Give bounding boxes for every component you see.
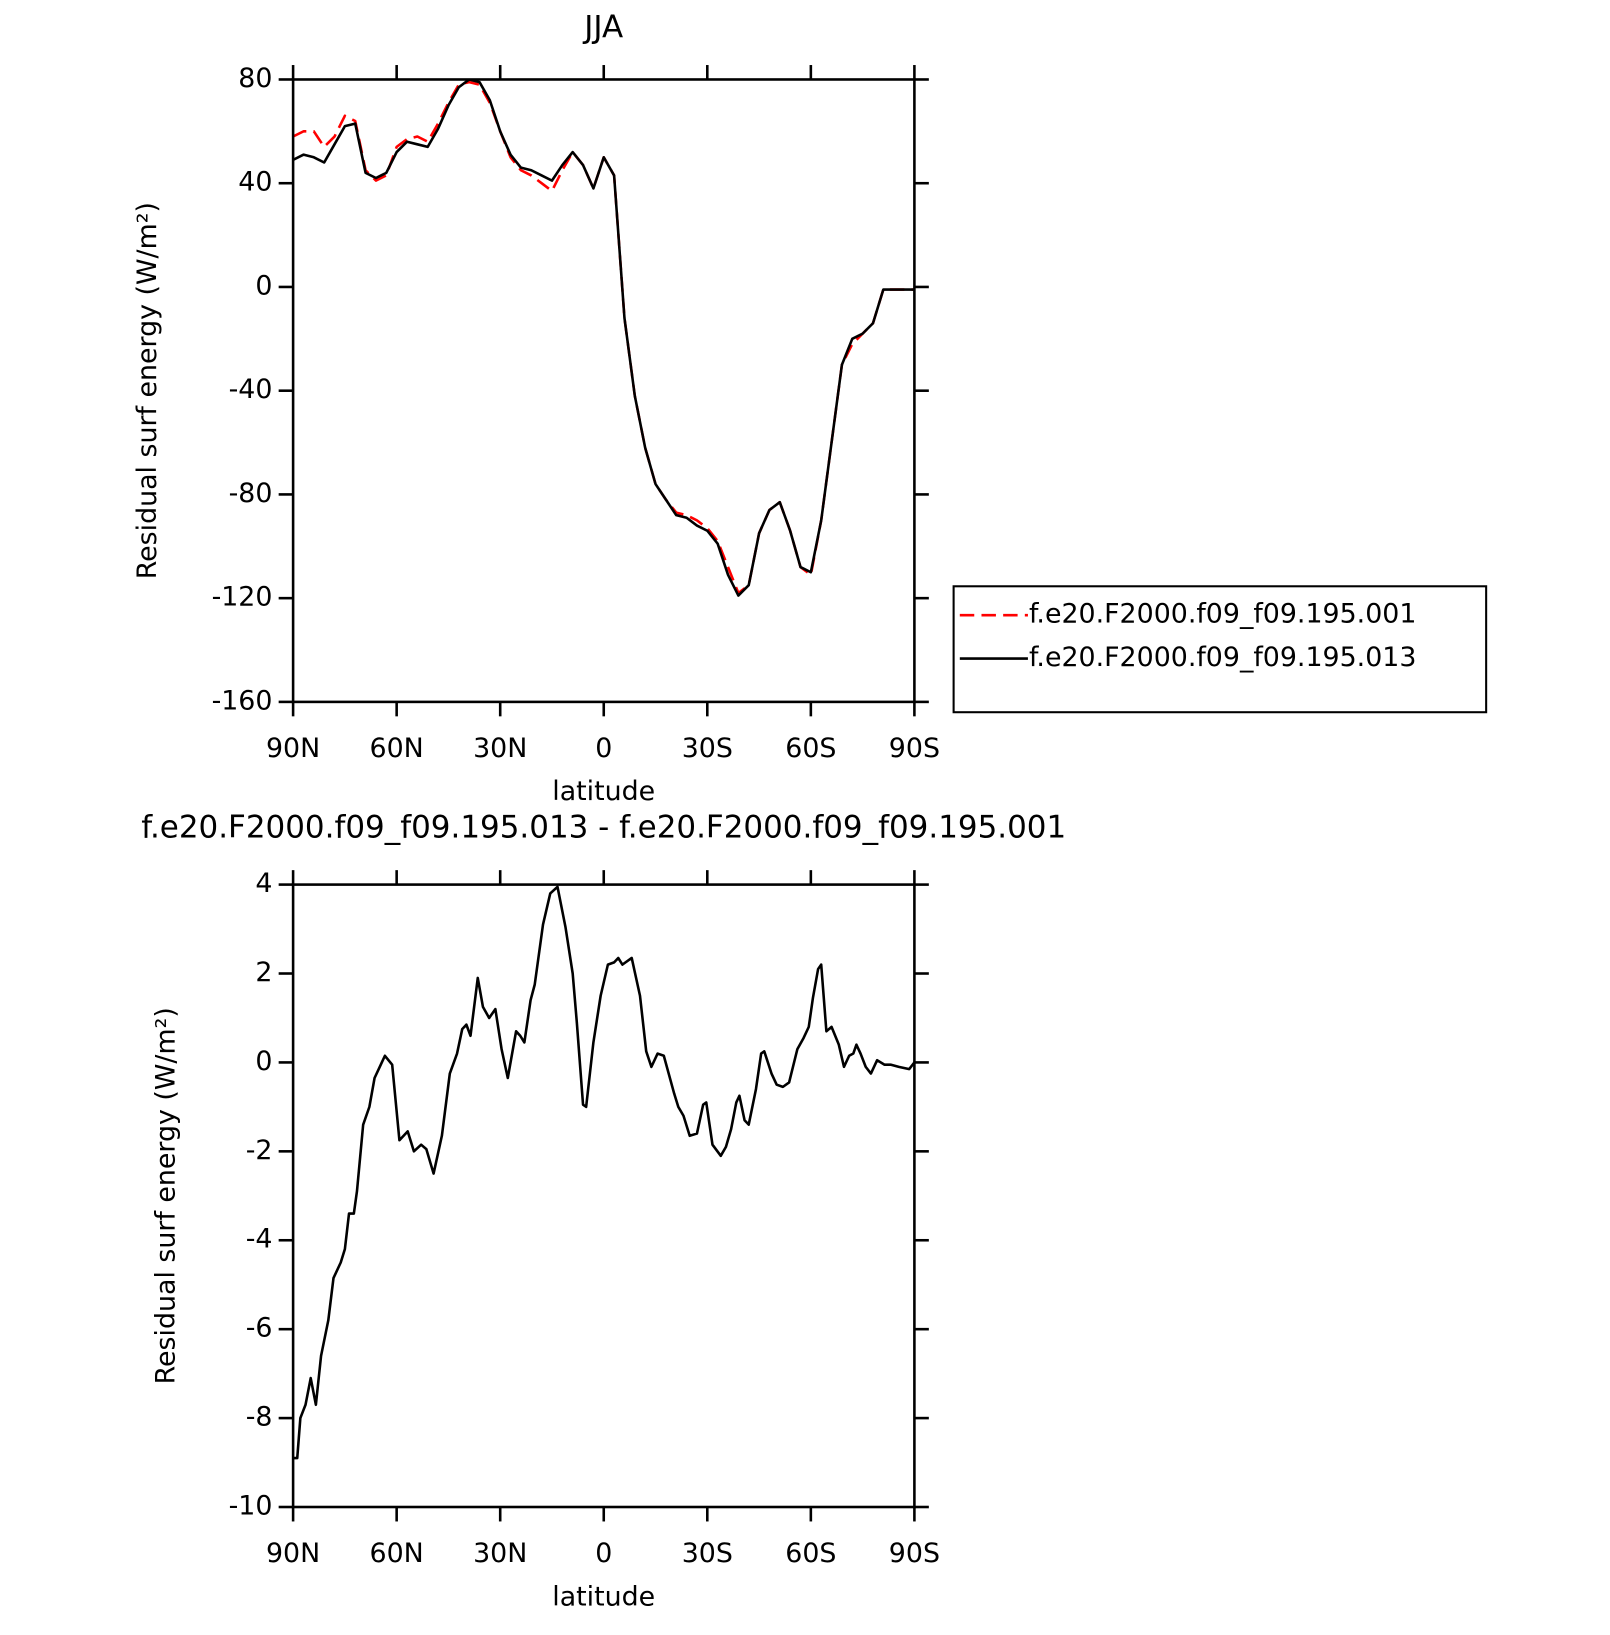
- y-tick-label: -8: [246, 1402, 273, 1433]
- x-tick-label: 30N: [473, 1538, 527, 1569]
- y-tick-label: 4: [255, 868, 272, 899]
- y-tick-label: 0: [255, 270, 272, 301]
- y-tick-label: -120: [212, 582, 273, 613]
- series-line: [293, 79, 915, 597]
- y-tick-label: -4: [246, 1224, 273, 1255]
- series-line: [293, 885, 915, 1460]
- x-tick-label: 90S: [889, 733, 940, 764]
- y-tick-label: 40: [238, 167, 272, 198]
- x-tick-label: 60N: [370, 1538, 424, 1569]
- y-tick-label: -160: [212, 685, 273, 716]
- x-tick-label: 0: [595, 1538, 612, 1569]
- x-tick-label: 60N: [370, 733, 424, 764]
- plot-frame: [291, 78, 916, 704]
- x-tick-label: 90S: [889, 1538, 940, 1569]
- x-tick-label: 30N: [473, 733, 527, 764]
- legend-box: [952, 585, 1488, 714]
- y-tick-label: -6: [246, 1313, 273, 1344]
- y-axis-label: Residual surf energy (W/m²): [132, 202, 163, 579]
- plot-frame: [291, 883, 916, 1509]
- x-axis-label: latitude: [552, 776, 655, 807]
- x-tick-label: 30S: [682, 1538, 733, 1569]
- y-tick-label: 80: [238, 63, 272, 94]
- y-tick-label: 2: [255, 957, 272, 988]
- x-tick-label: 90N: [266, 1538, 320, 1569]
- x-tick-label: 60S: [785, 1538, 836, 1569]
- x-tick-label: 60S: [785, 733, 836, 764]
- y-tick-label: -80: [229, 478, 273, 509]
- y-tick-label: 0: [255, 1046, 272, 1077]
- chart-title: f.e20.F2000.f09_f09.195.013 - f.e20.F200…: [141, 809, 1066, 845]
- y-tick-label: -40: [229, 374, 273, 405]
- x-tick-label: 30S: [682, 733, 733, 764]
- x-tick-label: 90N: [266, 733, 320, 764]
- legend-label: f.e20.F2000.f09_f09.195.013: [1029, 642, 1416, 673]
- y-axis-label: Residual surf energy (W/m²): [151, 1007, 182, 1384]
- chart-title: JJA: [582, 9, 623, 45]
- y-tick-label: -10: [229, 1491, 273, 1522]
- legend-label: f.e20.F2000.f09_f09.195.001: [1029, 599, 1416, 630]
- y-tick-label: -2: [246, 1135, 273, 1166]
- x-tick-label: 0: [595, 733, 612, 764]
- x-axis-label: latitude: [552, 1581, 655, 1612]
